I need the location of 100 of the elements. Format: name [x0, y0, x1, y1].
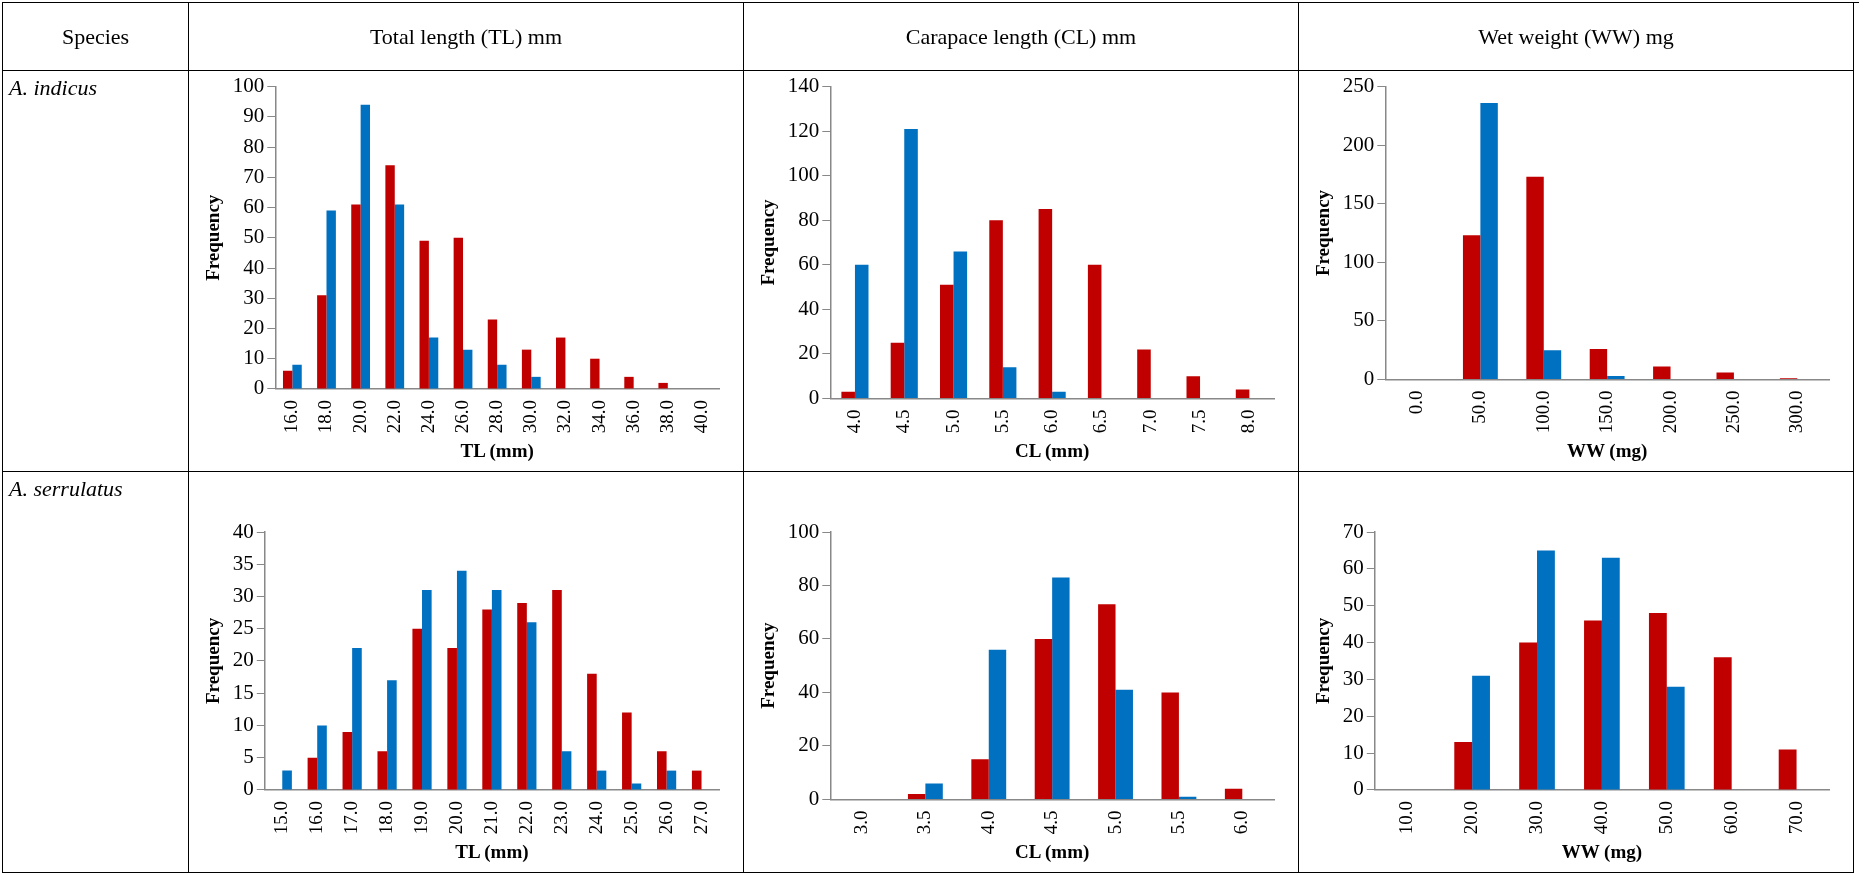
bar — [596, 770, 607, 790]
bar — [487, 319, 498, 389]
x-tick-label: 5.0 — [1103, 810, 1125, 835]
y-tick-label: 40 — [1342, 629, 1364, 654]
bar — [1454, 742, 1473, 790]
x-tick-label: 25.0 — [619, 800, 641, 835]
bar — [590, 358, 600, 389]
x-tick-label: 4.5 — [1040, 810, 1062, 835]
bar — [447, 648, 457, 790]
bar — [1034, 638, 1053, 799]
bar — [1462, 235, 1481, 379]
bar — [1653, 366, 1671, 379]
bar — [360, 104, 371, 389]
x-tick-label: 28.0 — [485, 399, 507, 434]
y-tick-label: 10 — [1342, 739, 1364, 764]
bar — [456, 570, 467, 790]
x-tick-label: 16.0 — [305, 800, 327, 835]
bar — [1713, 657, 1732, 790]
y-tick-label: 120 — [787, 117, 820, 142]
bar — [988, 649, 1007, 799]
bar — [1543, 350, 1562, 379]
bar — [1648, 613, 1667, 790]
y-tick-label: 250 — [1342, 73, 1375, 98]
bar — [907, 794, 926, 799]
y-tick-label: 0 — [1353, 776, 1364, 801]
y-tick-label: 200 — [1342, 131, 1375, 156]
bar — [556, 337, 566, 389]
x-tick-label: 34.0 — [587, 399, 609, 434]
bar — [1161, 692, 1179, 799]
y-tick-label: 30 — [1342, 665, 1364, 690]
y-tick-label: 70 — [1342, 518, 1364, 543]
bar — [531, 376, 541, 389]
x-tick-label: 30.0 — [519, 399, 541, 434]
y-tick-label: 50 — [243, 224, 265, 249]
bar — [656, 751, 667, 790]
bar — [925, 783, 943, 799]
chart-title: Wet weight (WW) mg — [1299, 3, 1854, 71]
y-axis-title: Frequency — [1312, 617, 1334, 705]
x-axis-title: WW (mg) — [1561, 840, 1643, 863]
x-tick-label: 27.0 — [689, 800, 711, 835]
x-tick-label: 250.0 — [1721, 390, 1743, 434]
x-axis-title: CL (mm) — [1014, 439, 1090, 462]
y-tick-label: 80 — [243, 133, 265, 158]
x-tick-label: 22.0 — [514, 800, 536, 835]
y-axis-title: Frequency — [757, 622, 779, 709]
bar — [904, 128, 918, 398]
x-tick-label: 3.0 — [849, 810, 871, 835]
y-tick-label: 70 — [243, 163, 265, 188]
y-tick-label: 140 — [787, 73, 820, 98]
y-tick-label: 20 — [232, 647, 254, 672]
bar — [453, 237, 464, 389]
y-axis-title: Frequency — [1312, 189, 1334, 277]
y-tick-label: 25 — [232, 615, 254, 640]
bar — [1778, 749, 1797, 790]
bar — [939, 284, 954, 398]
y-tick-label: 20 — [798, 732, 820, 757]
x-tick-label: 20.0 — [348, 399, 370, 434]
x-tick-label: 200.0 — [1658, 390, 1680, 434]
x-axis-title: CL (mm) — [1014, 840, 1090, 863]
x-axis-title: WW (mg) — [1566, 439, 1648, 462]
bar — [1666, 686, 1685, 790]
x-tick-label: 100.0 — [1531, 390, 1553, 434]
bar — [387, 680, 397, 790]
y-tick-label: 60 — [1342, 555, 1364, 580]
y-tick-label: 100 — [232, 73, 265, 98]
x-tick-label: 50.0 — [1468, 390, 1490, 424]
bar — [1052, 577, 1070, 799]
y-tick-label: 60 — [243, 194, 265, 219]
bar — [561, 751, 572, 790]
x-tick-label: 300.0 — [1785, 390, 1807, 434]
y-tick-label: 20 — [1342, 702, 1364, 727]
y-tick-label: 0 — [253, 375, 265, 400]
bar — [463, 349, 473, 389]
bar — [1472, 675, 1490, 790]
x-tick-label: 7.5 — [1188, 409, 1210, 434]
y-tick-label: 40 — [243, 254, 265, 279]
x-tick-label: 5.5 — [1166, 810, 1188, 835]
x-tick-label: 22.0 — [382, 399, 404, 434]
bar — [1087, 264, 1102, 398]
bar — [1480, 103, 1498, 379]
bar — [1002, 367, 1017, 398]
y-tick-label: 60 — [798, 251, 820, 276]
x-tick-label: 3.5 — [913, 810, 935, 835]
y-tick-label: 40 — [798, 678, 820, 703]
bar — [419, 240, 429, 389]
x-tick-label: 18.0 — [375, 800, 397, 835]
x-axis-title: TL (mm) — [460, 439, 534, 462]
y-tick-label: 10 — [232, 711, 254, 736]
bar — [521, 349, 532, 389]
bar — [282, 370, 293, 389]
y-tick-label: 150 — [1342, 190, 1375, 215]
bar — [1115, 689, 1133, 799]
bar — [666, 770, 677, 790]
y-tick-label: 20 — [243, 315, 265, 339]
bar — [1137, 349, 1151, 398]
bar — [526, 622, 537, 790]
x-tick-label: 30.0 — [1525, 800, 1546, 835]
bar — [1052, 391, 1066, 398]
bar — [326, 210, 336, 389]
bar — [1716, 372, 1734, 379]
